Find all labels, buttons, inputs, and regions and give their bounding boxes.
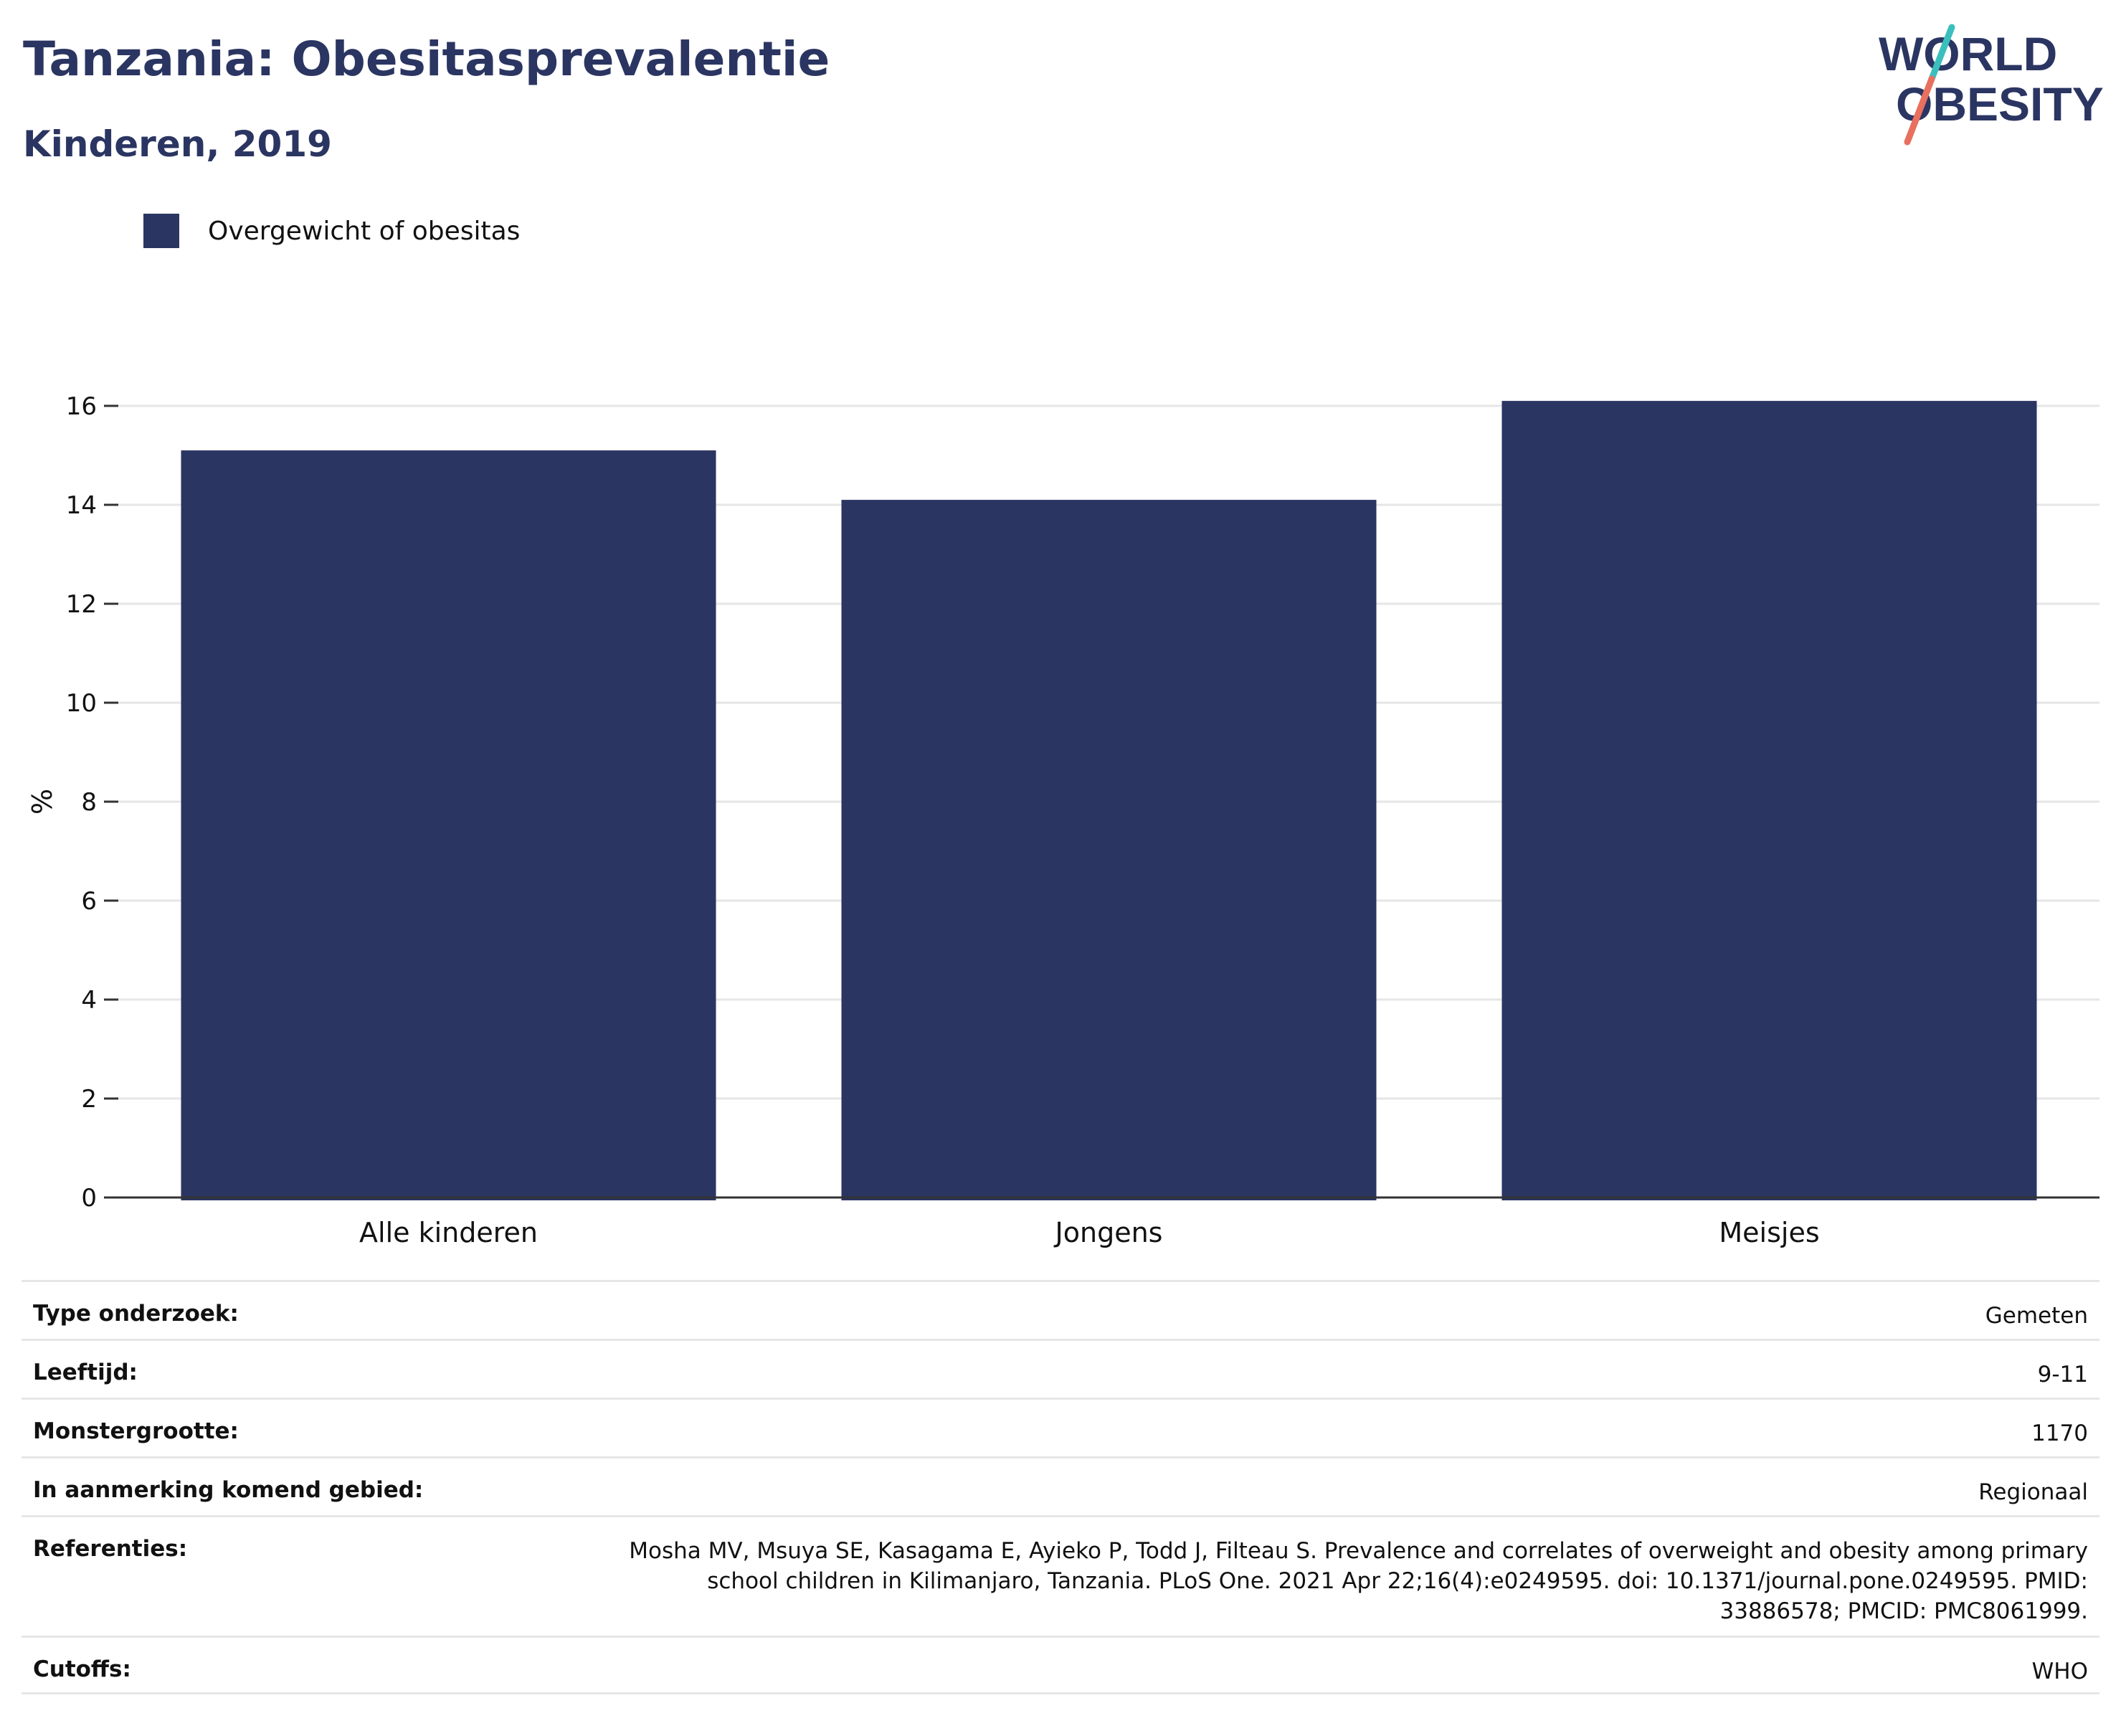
meta-row: Cutoffs: WHO [22,1636,2099,1694]
meta-value: Mosha MV, Msuya SE, Kasagama E, Ayieko P… [629,1538,2088,1624]
meta-value: Regionaal [1978,1479,2088,1505]
meta-key: Cutoffs: [33,1656,131,1682]
y-tick-label: 14 [66,491,97,520]
y-axis-ticks: 0 2 4 6 8 10 12 14 16 [66,392,118,1213]
bar [181,450,716,1200]
meta-value: WHO [2031,1659,2088,1684]
y-tick-label: 2 [81,1085,97,1114]
world-obesity-logo: WORLD OBESITY [1879,24,2104,146]
x-tick-label: Meisjes [1719,1217,1819,1248]
x-tick-label: Jongens [1054,1217,1163,1248]
logo-slash-teal [1928,24,1955,82]
meta-key: Type onderzoek: [33,1301,239,1327]
meta-row: Referenties: Mosha MV, Msuya SE, Kasagama… [22,1515,2099,1636]
x-tick-label: Alle kinderen [359,1217,538,1248]
meta-row: In aanmerking komend gebied: Regionaal [22,1456,2099,1515]
meta-row: Type onderzoek: Gemeten [22,1280,2099,1339]
meta-key: Leeftijd: [33,1360,138,1385]
x-axis-ticks: Alle kinderen Jongens Meisjes [359,1217,1820,1248]
meta-row: Leeftijd: 9-11 [22,1339,2099,1398]
meta-key: Monstergrootte: [33,1418,239,1444]
y-tick-label: 0 [81,1184,97,1213]
study-metadata-table: Type onderzoek: Gemeten Leeftijd: 9-11 Monst… [22,1280,2099,1694]
meta-value: 9-11 [2037,1362,2088,1388]
meta-row: Monstergrootte: 1170 [22,1398,2099,1456]
chart-legend: Overgewicht of obesitas [143,214,520,248]
bar [841,500,1377,1200]
bar [1501,401,2037,1200]
legend-label: Overgewicht of obesitas [208,216,521,246]
y-tick-label: 4 [81,986,97,1015]
y-axis-label: % [27,789,58,815]
meta-key: Referenties: [33,1536,188,1562]
y-tick-label: 10 [66,689,97,718]
legend-swatch [143,214,179,248]
y-tick-label: 16 [66,392,97,421]
meta-value: Gemeten [1985,1303,2088,1329]
bar-chart: 0 2 4 6 8 10 12 14 16 Alle kinderen Jongens Meisje… [27,392,2099,1248]
y-tick-label: 12 [66,590,97,619]
y-tick-label: 6 [81,887,97,916]
meta-key: In aanmerking komend gebied: [33,1477,424,1503]
page-title: Tanzania: Obesitasprevalentie [23,32,830,87]
chart-bars [181,401,2037,1200]
y-tick-label: 8 [81,788,97,817]
meta-value: 1170 [2031,1420,2088,1446]
logo-slash-coral [1904,75,1935,146]
page-subtitle: Kinderen, 2019 [23,123,332,165]
logo-line-1: WORLD [1879,27,2057,80]
